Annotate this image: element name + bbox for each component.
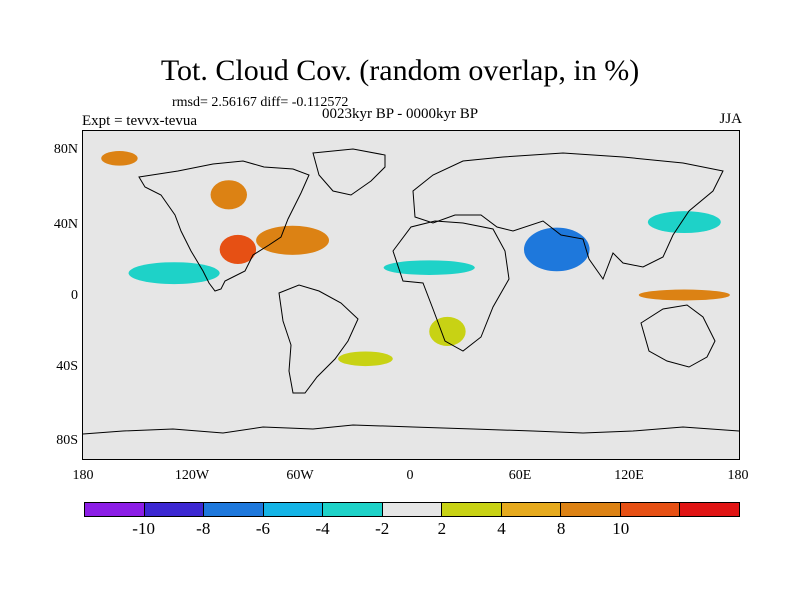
anomaly-patch-0 — [219, 234, 257, 265]
lon-label-0: 0 — [406, 468, 414, 483]
lon-label-120w: 120W — [174, 468, 210, 483]
anomaly-patch-9 — [210, 180, 247, 210]
colorbar-box-3 — [263, 503, 324, 516]
plot-title: Tot. Cloud Cov. (random overlap, in %) — [160, 54, 640, 87]
colorbar-box-0 — [85, 503, 145, 516]
colorbar-box-2 — [204, 503, 264, 516]
colorbar-box-7 — [501, 503, 562, 516]
colorbar-label-5: 2 — [437, 519, 447, 538]
anomaly-patch-10 — [429, 316, 466, 347]
colorbar-box-9 — [620, 503, 681, 516]
coastline-antarctica — [83, 424, 739, 435]
colorbar-label-2: -6 — [255, 519, 270, 538]
colorbar-label-3: -4 — [315, 519, 330, 538]
anomaly-patch-8 — [101, 151, 138, 166]
colorbar-box-4 — [323, 503, 383, 516]
lat-label-40n: 40N — [53, 217, 78, 232]
anomaly-patch-6 — [638, 289, 730, 301]
colorbar — [84, 502, 740, 517]
lon-label-120e: 120E — [614, 468, 644, 483]
anomaly-patch-5 — [523, 227, 590, 272]
coastline-eurasia — [412, 152, 724, 281]
colorbar-label-1: -8 — [196, 519, 211, 538]
anomaly-patch-7 — [383, 260, 475, 275]
colorbar-box-10 — [680, 503, 740, 516]
colorbar-label-4: -2 — [375, 519, 390, 538]
lon-label-180e: 180 — [727, 468, 749, 483]
coastline-africa — [392, 220, 510, 352]
colorbar-label-8: 10 — [612, 519, 630, 538]
lon-label-60e: 60E — [508, 468, 532, 483]
map-canvas — [83, 148, 739, 435]
lat-label-0: 0 — [71, 288, 78, 303]
colorbar-box-5 — [382, 503, 443, 516]
colorbar-label-6: 4 — [497, 519, 506, 538]
coastline-north-america — [138, 160, 310, 292]
colorbar-box-1 — [144, 503, 205, 516]
colorbar-label-7: 8 — [556, 519, 566, 538]
lon-label-180w: 180 — [72, 468, 94, 483]
lat-label-80n: 80N — [53, 142, 78, 157]
colorbar-box-8 — [561, 503, 621, 516]
coastline-australia — [640, 304, 716, 368]
map-panel — [82, 130, 740, 460]
anomaly-patch-1 — [256, 225, 329, 255]
colorbar-box-6 — [442, 503, 502, 516]
stats-label: rmsd= 2.56167 diff= -0.112572 — [172, 95, 349, 110]
anomaly-patch-11 — [338, 351, 393, 367]
season-label: JJA — [719, 111, 742, 127]
lat-label-40s: 40S — [56, 359, 78, 374]
colorbar-label-0: -10 — [132, 519, 155, 538]
coastline-greenland — [312, 148, 386, 196]
lon-label-60w: 60W — [286, 468, 314, 483]
coastline-south-america — [278, 284, 359, 394]
lat-label-80s: 80S — [56, 433, 78, 448]
time-range-label: 0023kyr BP - 0000kyr BP — [322, 106, 479, 122]
anomaly-patch-3 — [128, 262, 220, 285]
experiment-label: Expt = tevvx-tevua — [82, 113, 198, 129]
anomaly-patch-12 — [647, 211, 721, 234]
